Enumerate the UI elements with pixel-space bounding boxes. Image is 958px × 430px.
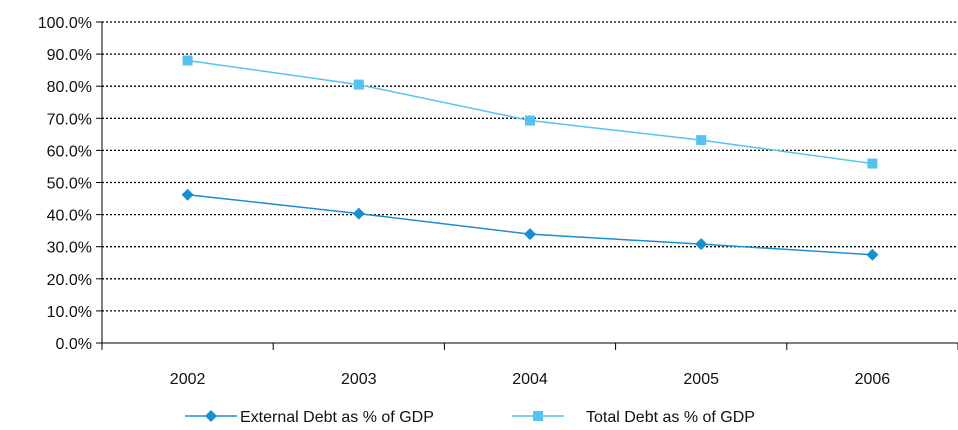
data-point-0-2006 <box>866 248 879 261</box>
data-point-1-2005 <box>696 135 707 146</box>
y-tick-label: 70.0% <box>47 111 92 128</box>
legend-label: Total Debt as % of GDP <box>586 409 755 426</box>
series-lines <box>181 55 879 261</box>
series-1 <box>182 55 878 169</box>
y-tick-label: 20.0% <box>47 272 92 289</box>
data-point-0-2005 <box>695 238 708 251</box>
gridlines <box>102 21 958 312</box>
series-line-0 <box>187 193 873 256</box>
legend-item-1: Total Debt as % of GDP <box>512 409 755 426</box>
x-tick-label-2006: 2006 <box>855 371 891 388</box>
x-axis-tick-labels: 2002 2003 2004 2005 2006 <box>170 371 890 388</box>
legend-swatch-marker <box>205 410 217 422</box>
legend: External Debt as % of GDP Total Debt as %… <box>185 409 755 426</box>
series-0 <box>181 188 879 261</box>
series-line-1 <box>187 59 873 165</box>
data-point-1-2003 <box>353 79 364 90</box>
legend-swatch-marker <box>533 411 543 421</box>
legend-item-0: External Debt as % of GDP <box>185 409 434 426</box>
data-point-1-2002 <box>182 55 193 66</box>
data-point-1-2006 <box>867 158 878 169</box>
axes <box>96 21 958 350</box>
x-tick-label-2004: 2004 <box>512 371 548 388</box>
legend-label: External Debt as % of GDP <box>240 409 434 426</box>
data-point-0-2002 <box>181 188 194 201</box>
y-tick-label: 90.0% <box>47 47 92 64</box>
y-tick-label: 10.0% <box>47 304 92 321</box>
y-tick-label: 50.0% <box>47 176 92 193</box>
x-tick-label-2003: 2003 <box>341 371 377 388</box>
y-tick-label: 40.0% <box>47 208 92 225</box>
y-tick-label: 100.0% <box>38 15 92 32</box>
data-point-1-2004 <box>525 115 535 126</box>
data-point-0-2004 <box>524 228 536 241</box>
x-tick-label-2002: 2002 <box>170 371 206 388</box>
y-tick-label: 30.0% <box>47 240 92 257</box>
y-axis-tick-labels: 0.0% 10.0% 20.0% 30.0% 40.0% 50.0% 60.0% 70.0% 8… <box>38 15 92 353</box>
y-tick-label: 0.0% <box>56 336 92 353</box>
x-tick-label-2005: 2005 <box>683 371 719 388</box>
y-tick-label: 60.0% <box>47 143 92 160</box>
y-tick-label: 80.0% <box>47 79 92 96</box>
data-point-0-2003 <box>352 207 365 220</box>
